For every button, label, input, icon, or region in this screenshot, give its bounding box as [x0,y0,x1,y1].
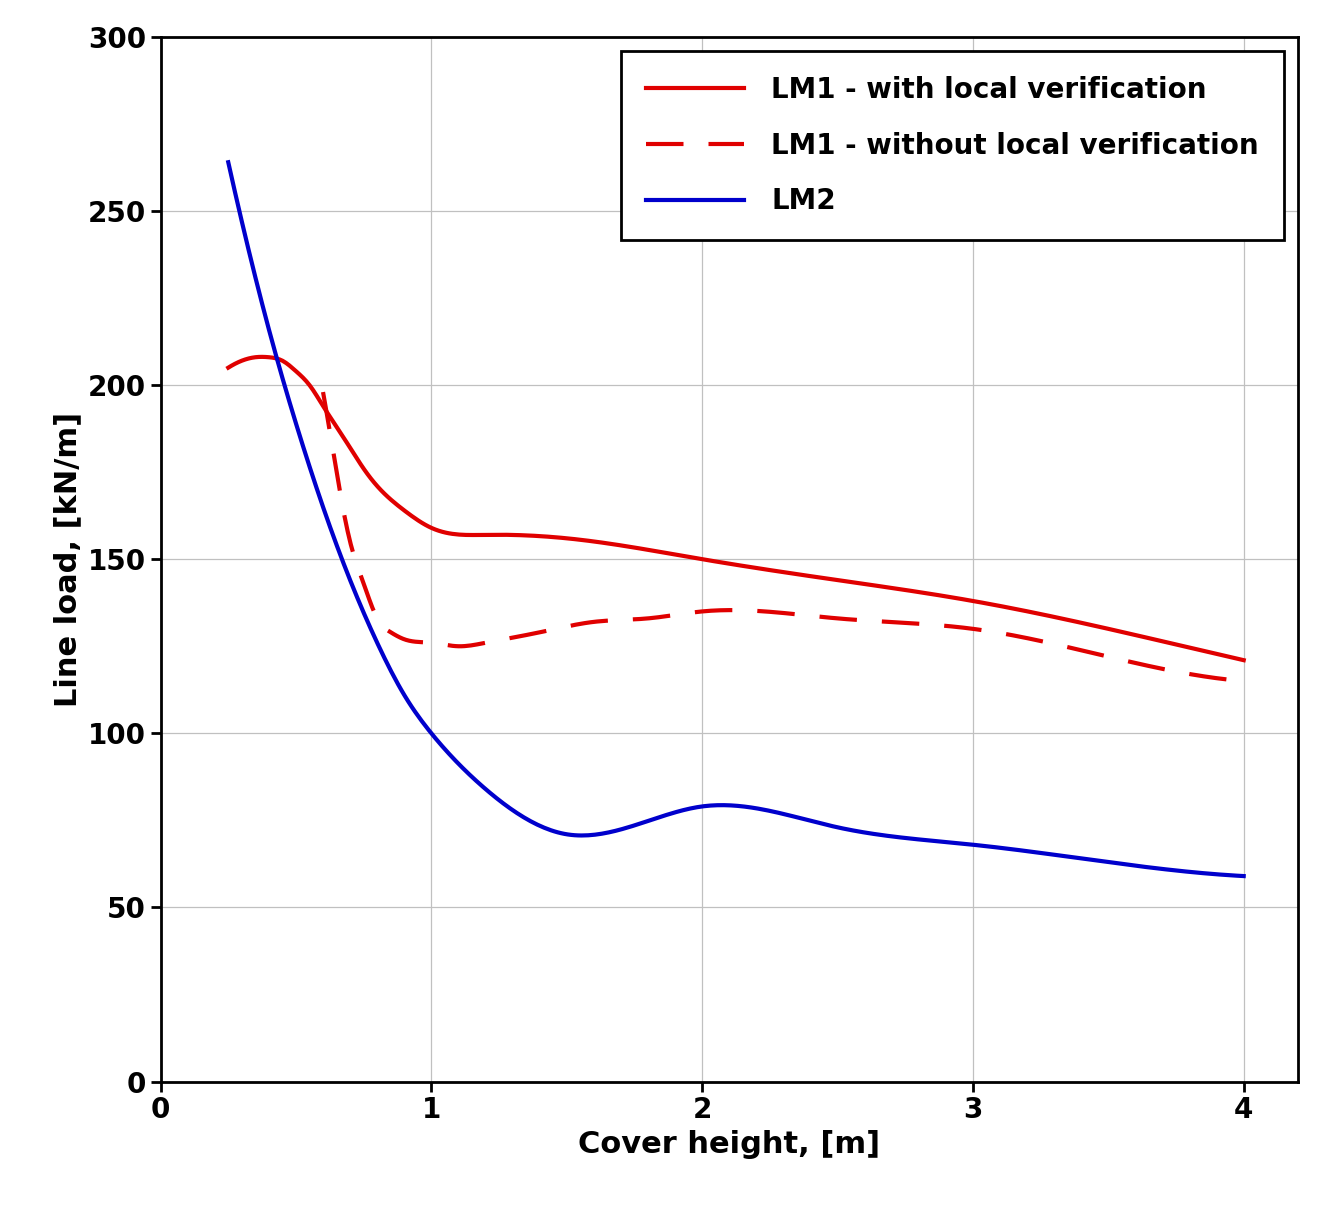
LM2 [1076,852,1092,866]
LM1 - with local verification [1080,617,1096,632]
LM2 [1236,869,1252,884]
LM1 - without local verification [860,613,876,628]
LM2 [1140,860,1156,875]
LM1 - with local verification [221,360,237,375]
LM1 - with local verification [828,573,844,587]
X-axis label: Cover height, [m]: Cover height, [m] [578,1129,880,1159]
LM2 [822,819,838,833]
LM2 [824,819,840,833]
LM1 - with local verification [824,571,840,586]
LM2 [223,170,240,184]
LM1 - without local verification [863,613,879,628]
LM1 - with local verification [223,358,240,372]
LM1 - without local verification [318,402,334,417]
Line: LM1 - with local verification: LM1 - with local verification [229,356,1244,660]
Line: LM2: LM2 [229,162,1244,876]
LM1 - with local verification [1144,632,1160,646]
LM1 - with local verification [846,575,862,590]
LM1 - without local verification [314,385,330,399]
Y-axis label: Line load, [kN/m]: Line load, [kN/m] [54,412,82,707]
LM2 [842,822,858,837]
LM1 - without local verification [879,614,895,629]
Legend: LM1 - with local verification, LM1 - without local verification, LM2: LM1 - with local verification, LM1 - wit… [621,50,1284,241]
LM1 - with local verification [254,349,270,364]
LM1 - without local verification [1149,660,1165,675]
Line: LM1 - without local verification: LM1 - without local verification [322,392,1244,681]
LM1 - without local verification [1236,673,1252,688]
LM2 [221,155,237,170]
LM1 - without local verification [1090,648,1107,662]
LM1 - with local verification [1236,653,1252,667]
